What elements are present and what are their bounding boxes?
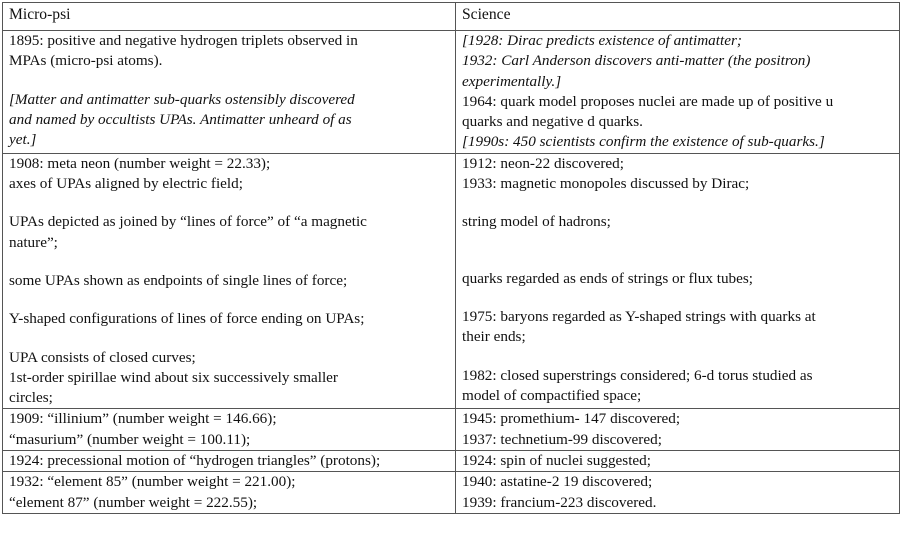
cell-text: “element 87” (number weight = 222.55);: [9, 493, 258, 511]
cell-text: UPA consists of closed curves;: [9, 348, 196, 366]
occultist-note: yet.]: [9, 131, 37, 149]
cell-text: quarks regarded as ends of strings or fl…: [462, 269, 754, 287]
cell-text: 1940: astatine-2 19 discovered;: [462, 473, 653, 491]
header-micro-psi: Micro-psi: [2, 2, 456, 31]
science-cell: 1940: astatine-2 19 discovered; 1939: fr…: [455, 471, 900, 514]
science-cell: [1928: Dirac predicts existence of antim…: [455, 30, 900, 154]
subquark-note: [1990s: 450 scientists confirm the exist…: [462, 133, 825, 151]
cell-text: 1924: precessional motion of “hydrogen t…: [9, 452, 381, 470]
cell-text: nature”;: [9, 233, 58, 251]
table-row: 1932: “element 85” (number weight = 221.…: [2, 471, 900, 514]
cell-text: model of compactified space;: [462, 386, 642, 404]
cell-text: 1932: “element 85” (number weight = 221.…: [9, 473, 296, 491]
micro-psi-cell: 1924: precessional motion of “hydrogen t…: [2, 450, 456, 473]
science-cell: 1912: neon-22 discovered; 1933: magnetic…: [455, 152, 900, 410]
cell-text: quarks and negative d quarks.: [462, 113, 643, 131]
cell-text: Y-shaped configurations of lines of forc…: [9, 310, 365, 328]
cell-text: 1912: neon-22 discovered;: [462, 154, 624, 172]
cell-text: their ends;: [462, 328, 526, 346]
micro-psi-cell: 1908: meta neon (number weight = 22.33);…: [2, 152, 456, 410]
table-row: 1895: positive and negative hydrogen tri…: [2, 30, 900, 154]
comparison-table: Micro-psi Science 1895: positive and neg…: [2, 2, 900, 514]
cell-text: 1895: positive and negative hydrogen tri…: [9, 32, 358, 49]
cell-text: 1945: promethium- 147 discovered;: [462, 410, 681, 428]
header-row: Micro-psi Science: [2, 2, 900, 31]
micro-psi-cell: 1909: “illinium” (number weight = 146.66…: [2, 408, 456, 452]
table-row: 1909: “illinium” (number weight = 146.66…: [2, 408, 900, 452]
cell-text: 1937: technetium-99 discovered;: [462, 430, 662, 448]
science-cell: 1945: promethium- 147 discovered; 1937: …: [455, 408, 900, 452]
cell-text: MPAs (micro-psi atoms).: [9, 52, 163, 70]
cell-text: 1982: closed superstrings considered; 6-…: [462, 366, 813, 384]
cell-text: 1975: baryons regarded as Y-shaped strin…: [462, 307, 816, 325]
occultist-note: [Matter and antimatter sub-quarks ostens…: [9, 90, 355, 108]
cell-text: axes of UPAs aligned by electric field;: [9, 175, 243, 193]
cell-text: string model of hadrons;: [462, 213, 611, 231]
table-row: 1908: meta neon (number weight = 22.33);…: [2, 152, 900, 410]
micro-psi-cell: 1895: positive and negative hydrogen tri…: [2, 30, 456, 154]
cell-text: UPAs depicted as joined by “lines of for…: [9, 213, 367, 231]
cell-text: 1908: meta neon (number weight = 22.33);: [9, 154, 271, 172]
antimatter-note: 1932: Carl Anderson discovers anti-matte…: [462, 52, 811, 70]
header-science: Science: [455, 2, 900, 31]
cell-text: 1939: francium-223 discovered.: [462, 493, 657, 511]
antimatter-note: [1928: Dirac predicts existence of antim…: [462, 32, 742, 49]
cell-text: 1924: spin of nuclei suggested;: [462, 452, 651, 470]
antimatter-note: experimentally.]: [462, 72, 562, 90]
science-cell: 1924: spin of nuclei suggested;: [455, 450, 900, 473]
cell-text: some UPAs shown as endpoints of single l…: [9, 271, 348, 289]
cell-text: 1st-order spirillae wind about six succe…: [9, 368, 338, 386]
micro-psi-cell: 1932: “element 85” (number weight = 221.…: [2, 471, 456, 514]
table-row: 1924: precessional motion of “hydrogen t…: [2, 450, 900, 473]
cell-text: circles;: [9, 389, 53, 407]
cell-text: “masurium” (number weight = 100.11);: [9, 430, 251, 448]
cell-text: 1909: “illinium” (number weight = 146.66…: [9, 410, 277, 428]
cell-text: 1964: quark model proposes nuclei are ma…: [462, 92, 834, 110]
occultist-note: and named by occultists UPAs. Antimatter…: [9, 110, 352, 128]
cell-text: 1933: magnetic monopoles discussed by Di…: [462, 175, 750, 193]
